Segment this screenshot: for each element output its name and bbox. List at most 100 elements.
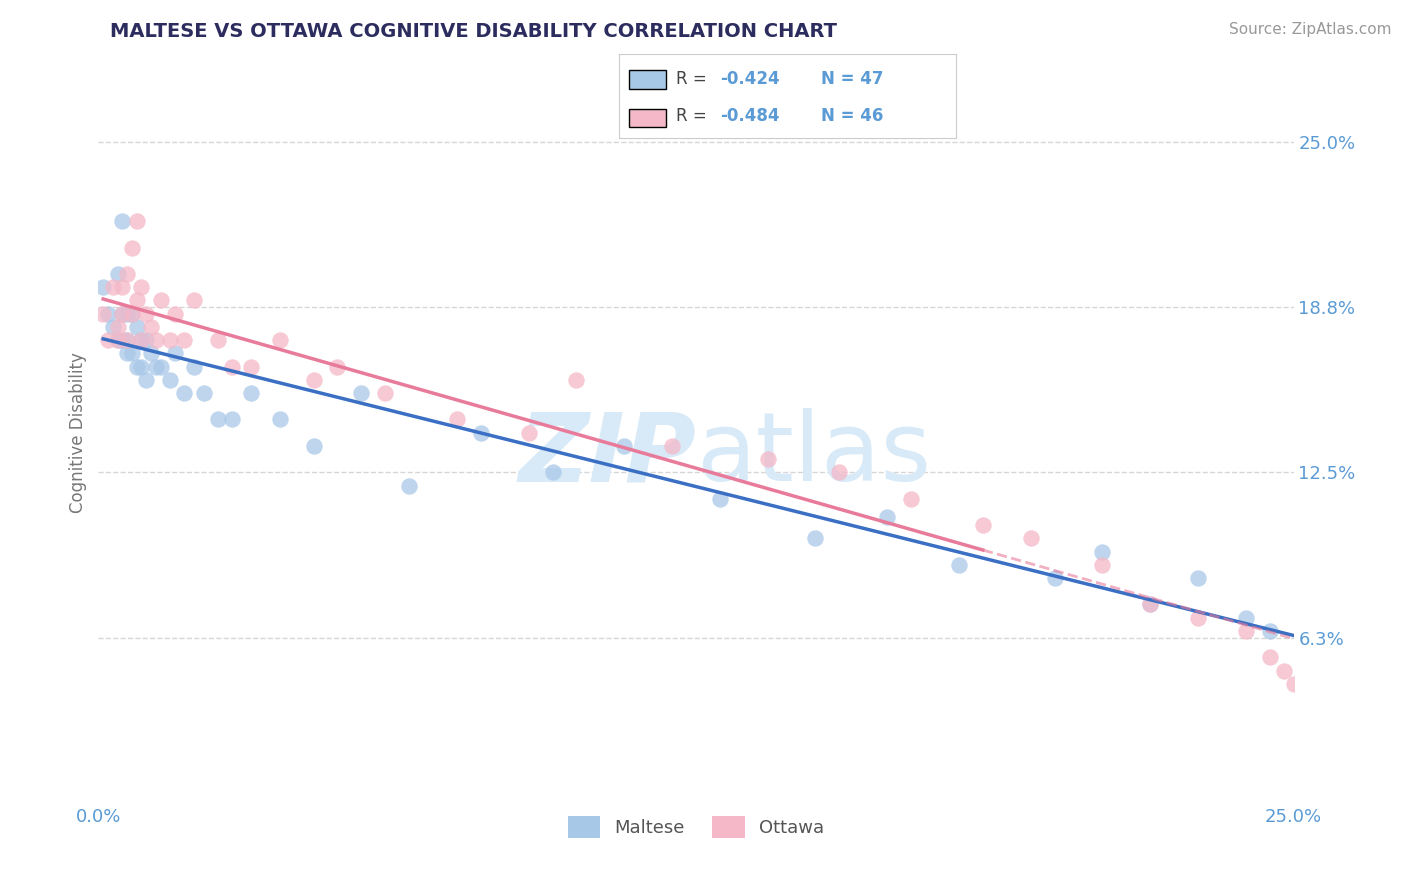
Point <box>1187 610 1209 624</box>
Point <box>240 386 263 401</box>
Point <box>1282 677 1305 691</box>
Point <box>541 465 564 479</box>
Point <box>804 532 827 546</box>
Text: Source: ZipAtlas.com: Source: ZipAtlas.com <box>1229 22 1392 37</box>
Point <box>145 333 167 347</box>
Point <box>173 386 195 401</box>
Point <box>661 439 683 453</box>
Point <box>125 359 148 374</box>
Point <box>115 307 138 321</box>
Point <box>149 359 172 374</box>
Point <box>326 359 349 374</box>
Point <box>121 346 143 360</box>
Point <box>221 359 243 374</box>
Point <box>900 491 922 506</box>
Point <box>1019 532 1042 546</box>
FancyBboxPatch shape <box>628 70 666 89</box>
Y-axis label: Cognitive Disability: Cognitive Disability <box>69 352 87 513</box>
Point <box>193 386 215 401</box>
Point <box>91 280 114 294</box>
Point <box>269 412 291 426</box>
Point <box>1091 558 1114 572</box>
Point <box>121 241 143 255</box>
Point <box>101 319 124 334</box>
Point <box>613 439 636 453</box>
Point <box>302 373 325 387</box>
Point <box>91 307 114 321</box>
Point <box>972 518 994 533</box>
Point <box>207 333 229 347</box>
Point <box>183 293 205 308</box>
Text: R =: R = <box>676 107 711 125</box>
Point <box>107 319 129 334</box>
Point <box>1258 650 1281 665</box>
Point <box>221 412 243 426</box>
Point <box>470 425 492 440</box>
Point <box>111 280 134 294</box>
Point <box>145 359 167 374</box>
Point <box>111 214 134 228</box>
Point <box>876 510 898 524</box>
Point <box>1139 598 1161 612</box>
Point <box>107 333 129 347</box>
Text: atlas: atlas <box>696 409 931 501</box>
Text: ZIP: ZIP <box>517 409 696 501</box>
Point <box>240 359 263 374</box>
Text: R =: R = <box>676 70 711 88</box>
Point <box>173 333 195 347</box>
Point <box>1234 610 1257 624</box>
Point <box>163 307 186 321</box>
Point <box>163 346 186 360</box>
Point <box>709 491 731 506</box>
Point <box>101 280 124 294</box>
Point <box>828 465 851 479</box>
Point <box>125 214 148 228</box>
Point <box>107 267 129 281</box>
Point <box>135 373 157 387</box>
Point <box>97 307 120 321</box>
Point <box>350 386 373 401</box>
Point <box>398 478 420 492</box>
Text: N = 46: N = 46 <box>821 107 883 125</box>
Text: MALTESE VS OTTAWA COGNITIVE DISABILITY CORRELATION CHART: MALTESE VS OTTAWA COGNITIVE DISABILITY C… <box>111 22 838 41</box>
Point <box>121 307 143 321</box>
Point <box>756 452 779 467</box>
Point <box>517 425 540 440</box>
Point <box>1091 544 1114 558</box>
Point <box>1139 598 1161 612</box>
Point <box>131 280 153 294</box>
Point <box>131 333 153 347</box>
Point <box>1272 664 1295 678</box>
Point <box>115 333 138 347</box>
Point <box>125 293 148 308</box>
Point <box>183 359 205 374</box>
Point <box>948 558 970 572</box>
Point <box>135 333 157 347</box>
Point <box>159 373 181 387</box>
Point <box>111 307 134 321</box>
Point <box>374 386 396 401</box>
Point <box>139 346 162 360</box>
Point <box>115 333 138 347</box>
Text: -0.424: -0.424 <box>720 70 779 88</box>
Point <box>115 346 138 360</box>
Point <box>97 333 120 347</box>
Point <box>159 333 181 347</box>
Point <box>131 359 153 374</box>
Point <box>121 307 143 321</box>
Point <box>269 333 291 347</box>
Point <box>135 307 157 321</box>
Point <box>1187 571 1209 585</box>
Legend: Maltese, Ottawa: Maltese, Ottawa <box>561 809 831 846</box>
Point <box>565 373 588 387</box>
Point <box>139 319 162 334</box>
Point <box>149 293 172 308</box>
FancyBboxPatch shape <box>628 109 666 128</box>
Point <box>125 319 148 334</box>
Point <box>111 333 134 347</box>
Point <box>446 412 468 426</box>
Point <box>302 439 325 453</box>
Point <box>207 412 229 426</box>
Point <box>131 333 153 347</box>
Point <box>115 267 138 281</box>
